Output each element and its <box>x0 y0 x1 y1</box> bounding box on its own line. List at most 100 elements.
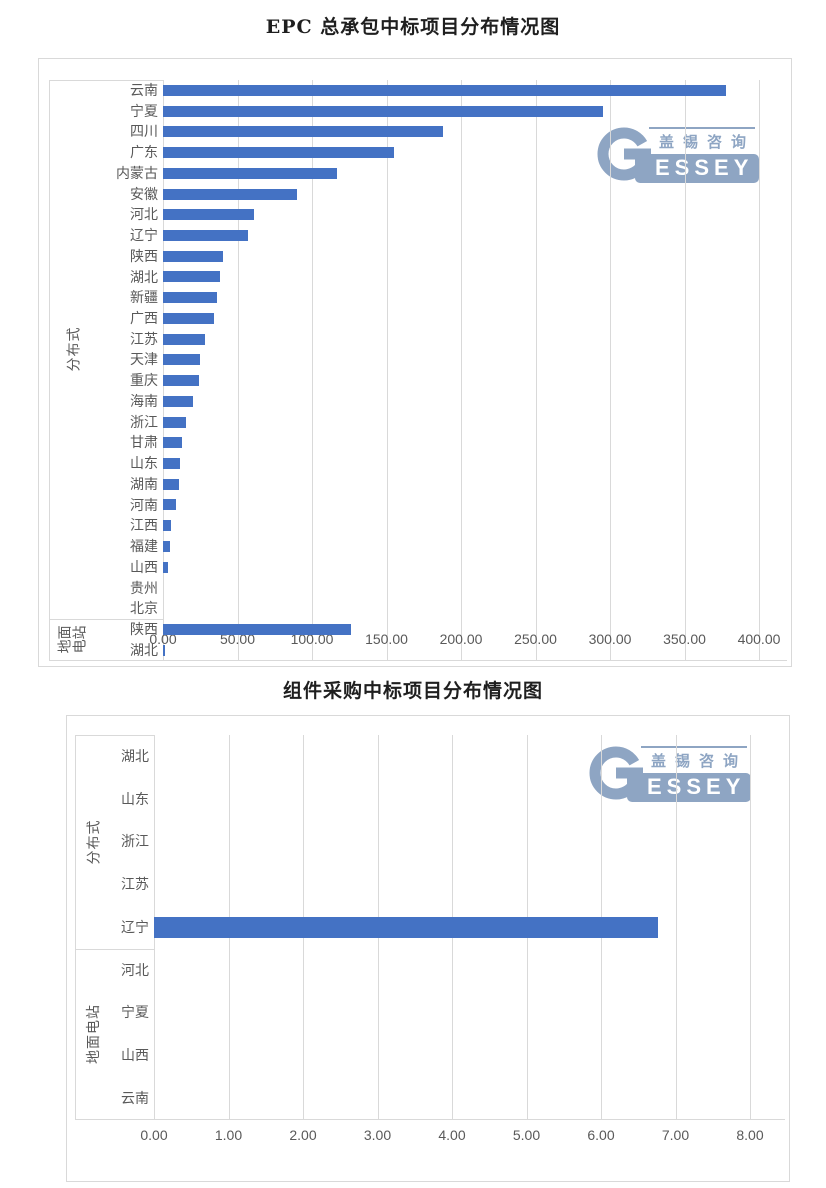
gessey-logo-text: 盖锡咨询 ESSEY <box>635 127 760 183</box>
x-axis-tick-label: 0.00 <box>140 1127 168 1143</box>
bar <box>163 375 199 387</box>
category-label: 河南 <box>130 496 158 513</box>
gridline <box>386 80 388 661</box>
x-axis-tick-label: 400.00 <box>737 631 781 647</box>
gridline <box>610 80 611 661</box>
category-label: 宁夏 <box>130 102 158 119</box>
group-divider-line <box>49 80 163 81</box>
x-axis-tick-label: 4.00 <box>438 1127 466 1143</box>
category-area-border <box>75 735 76 1120</box>
category-label: 山西 <box>130 558 158 575</box>
bar <box>163 229 248 241</box>
category-label: 河北 <box>121 961 149 978</box>
x-axis-tick-label: 8.00 <box>736 1127 764 1143</box>
category-label: 广东 <box>130 144 158 161</box>
group-divider-line <box>75 948 154 950</box>
bar <box>163 354 201 366</box>
bar <box>163 499 177 511</box>
category-label: 北京 <box>130 600 158 617</box>
bar <box>163 147 394 159</box>
x-axis-line <box>49 660 787 662</box>
bar <box>163 126 444 138</box>
gridline <box>461 80 462 661</box>
category-label: 山东 <box>121 790 149 807</box>
epc-distribution-chart: 盖锡咨询 ESSEY 0.00 50.00 100.00 150.00 200.00 25… <box>38 58 792 667</box>
bar <box>163 478 179 490</box>
bar <box>163 437 183 449</box>
bar <box>163 250 223 262</box>
bar <box>163 520 172 532</box>
category-label: 贵州 <box>130 579 158 596</box>
bar <box>163 333 206 345</box>
x-axis-tick-label: 150.00 <box>365 631 408 647</box>
category-label: 天津 <box>130 351 158 368</box>
x-axis-tick-label: 350.00 <box>663 631 706 647</box>
x-axis-tick-label: 250.00 <box>514 631 557 647</box>
bar <box>163 644 166 656</box>
category-label: 浙江 <box>130 413 158 430</box>
gessey-chinese-label: 盖锡咨询 <box>641 746 748 773</box>
x-axis-tick-label: 1.00 <box>214 1127 243 1143</box>
gessey-wordmark: ESSEY <box>635 154 760 183</box>
category-label: 四川 <box>130 123 158 140</box>
category-label: 辽宁 <box>121 918 149 935</box>
category-label: 江苏 <box>130 330 158 347</box>
category-label: 山东 <box>130 455 158 472</box>
category-label: 新疆 <box>130 289 158 306</box>
category-label: 江苏 <box>121 876 149 893</box>
x-axis-tick-label: 100.00 <box>290 631 334 647</box>
category-label: 湖北 <box>121 748 149 764</box>
category-label: 湖南 <box>130 475 158 492</box>
gessey-logo-text: 盖锡咨询 ESSEY <box>627 746 752 802</box>
bar <box>163 416 186 428</box>
gridline <box>684 80 686 661</box>
module-chart-title: 组件采购中标项目分布情况图 <box>282 680 543 702</box>
bar <box>163 209 254 221</box>
category-label: 重庆 <box>130 372 158 389</box>
x-axis-tick-label: 0.00 <box>149 631 177 647</box>
bar <box>163 188 298 200</box>
bar <box>163 561 169 573</box>
gridline <box>312 80 313 661</box>
bar <box>163 84 727 96</box>
module-procurement-chart: 盖锡咨询 ESSEY 0.00 1.00 2.00 3.00 4.00 5.00 6.00 7… <box>66 715 790 1182</box>
category-label: 山西 <box>121 1046 149 1063</box>
category-label: 湖北 <box>130 641 158 658</box>
category-label: 辽宁 <box>130 227 158 244</box>
x-axis-tick-label: 6.00 <box>587 1127 615 1143</box>
x-axis-tick-label: 300.00 <box>588 631 632 647</box>
epc-chart-title: EPC 总承包中标项目分布情况图 <box>265 16 561 38</box>
x-axis-tick-label: 50.00 <box>219 631 256 647</box>
group-divider-line <box>49 618 163 620</box>
category-label: 宁夏 <box>121 1004 149 1021</box>
bar <box>163 167 338 179</box>
category-label: 云南 <box>130 82 158 98</box>
gessey-chinese-label: 盖锡咨询 <box>649 127 756 154</box>
x-axis-tick-label: 2.00 <box>289 1127 317 1143</box>
category-label: 陕西 <box>130 247 158 264</box>
category-label: 海南 <box>130 392 158 409</box>
bar <box>163 395 194 407</box>
gessey-logo: 盖锡咨询 ESSEY <box>587 744 777 804</box>
gridline <box>163 80 164 661</box>
gessey-logo: 盖锡咨询 ESSEY <box>595 125 785 185</box>
bar <box>163 312 215 324</box>
category-label: 江西 <box>130 517 158 534</box>
group-divider-line <box>75 735 154 736</box>
category-label: 广西 <box>130 310 158 327</box>
x-axis-tick-label: 5.00 <box>512 1127 541 1143</box>
category-label: 河北 <box>130 206 158 223</box>
x-axis-tick-label: 7.00 <box>661 1127 690 1143</box>
bar <box>163 271 221 283</box>
gridline <box>675 735 677 1120</box>
category-label: 云南 <box>121 1089 149 1106</box>
x-axis-tick-label: 3.00 <box>363 1127 392 1143</box>
category-label: 福建 <box>130 538 158 555</box>
bar <box>163 540 171 552</box>
category-label: 浙江 <box>121 833 149 850</box>
x-axis-line <box>75 1119 785 1121</box>
gridline <box>759 80 760 661</box>
bar <box>163 292 217 304</box>
category-label: 安徽 <box>130 185 158 202</box>
